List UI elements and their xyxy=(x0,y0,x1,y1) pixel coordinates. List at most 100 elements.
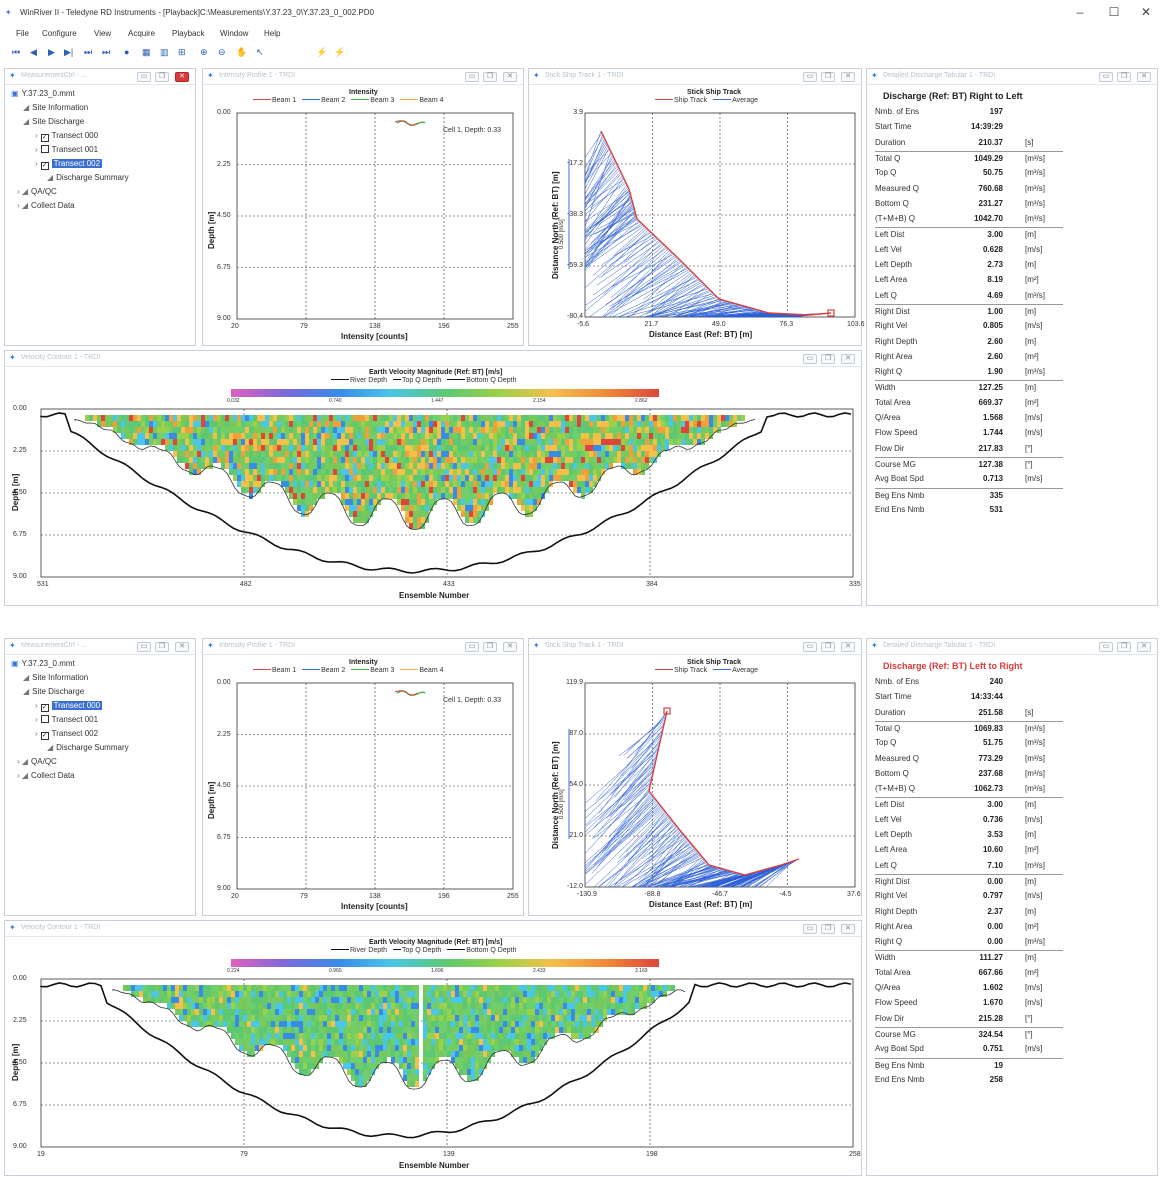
grid-icon[interactable]: ⊞ xyxy=(178,47,186,57)
panel-minimize-button[interactable]: ▭ xyxy=(1099,642,1113,652)
panel-minimize-button[interactable]: ▭ xyxy=(465,642,479,652)
expand-icon: › ◢ xyxy=(17,201,29,210)
tree-site-discharge[interactable]: ◢ Site Discharge xyxy=(23,117,84,126)
ship-track-plot[interactable] xyxy=(529,69,863,347)
beam-trace xyxy=(394,120,418,126)
panel-close-button[interactable]: ✕ xyxy=(841,924,855,934)
transect-checkbox[interactable] xyxy=(40,715,49,723)
x-tick-label: -4.5 xyxy=(779,891,792,898)
tree-transect-item[interactable]: › ✓ Transect 002 xyxy=(35,159,103,170)
panel-restore-button[interactable]: ❐ xyxy=(821,72,835,82)
tree-site-information[interactable]: ◢ Site Information xyxy=(23,103,88,112)
panel-title: Velocity Contour 1 - TRDI xyxy=(21,924,101,931)
panel-close-button[interactable]: ✕ xyxy=(503,72,517,82)
menu-view[interactable]: View xyxy=(94,29,112,38)
zoom-out-icon[interactable]: ⊖ xyxy=(218,47,226,57)
tree-root[interactable]: ▣ Y.37.23_0.mmt xyxy=(11,659,75,668)
panel-minimize-button[interactable]: ▭ xyxy=(137,642,151,652)
tree-discharge-summary[interactable]: ◢ Discharge Summary xyxy=(47,173,129,182)
row-value: 231.27 xyxy=(978,198,1003,208)
panel-minimize-button[interactable]: ▭ xyxy=(137,72,151,82)
tree-transect-item[interactable]: › ✓ Transect 000 xyxy=(35,131,98,142)
tree-site-information[interactable]: ◢ Site Information xyxy=(23,673,88,682)
legend-line-icon xyxy=(713,669,732,670)
tree-site-information-label: Site Information xyxy=(32,673,89,682)
step-back-icon[interactable]: ◀ xyxy=(30,47,37,57)
transect-checkbox[interactable]: ✓ xyxy=(40,134,49,142)
transect-checkbox[interactable]: ✓ xyxy=(40,704,49,712)
tree-root[interactable]: ▣ Y.37.23_0.mmt xyxy=(11,89,75,98)
panel-minimize-button[interactable]: ▭ xyxy=(803,924,817,934)
panel-restore-button[interactable]: ❐ xyxy=(483,642,497,652)
panel-close-button[interactable]: ✕ xyxy=(503,642,517,652)
close-window-button[interactable]: ✕ xyxy=(1140,5,1152,19)
tree-discharge-summary[interactable]: ◢ Discharge Summary xyxy=(47,743,129,752)
tree-transect-item[interactable]: › Transect 001 xyxy=(35,145,98,154)
panel-minimize-button[interactable]: ▭ xyxy=(1099,72,1113,82)
last-ensemble-icon[interactable]: ⏭ xyxy=(102,47,111,57)
intensity-chart-title: Intensity xyxy=(349,659,378,666)
menu-help[interactable]: Help xyxy=(264,29,281,38)
velocity-contour-plot[interactable] xyxy=(5,351,863,607)
panel-close-button[interactable]: ✕ xyxy=(1137,642,1151,652)
row-label: End Ens Nmb xyxy=(875,504,925,514)
panel-restore-button[interactable]: ❐ xyxy=(155,72,169,82)
menu-playback[interactable]: Playback xyxy=(172,29,205,38)
tree-qaqc[interactable]: › ◢ QA/QC xyxy=(17,757,57,766)
chart-icon[interactable]: ▥ xyxy=(160,47,169,57)
tree-transect-item[interactable]: › ✓ Transect 002 xyxy=(35,729,98,740)
panel-close-button[interactable]: ✕ xyxy=(841,72,855,82)
row-label: Total Q xyxy=(875,153,901,163)
lightning-red-icon[interactable]: ⚡ xyxy=(334,47,346,57)
minimize-button[interactable]: – xyxy=(1076,5,1084,19)
pointer-icon[interactable]: ↖ xyxy=(256,47,264,57)
panel-restore-button[interactable]: ❐ xyxy=(483,72,497,82)
panel-close-button[interactable]: ✕ xyxy=(175,72,189,82)
transect-checkbox[interactable]: ✓ xyxy=(40,162,49,170)
panel-minimize-button[interactable]: ▭ xyxy=(803,354,817,364)
tree-collect-data[interactable]: › ◢ Collect Data xyxy=(17,771,75,780)
lightning-icon[interactable]: ⚡ xyxy=(316,47,328,57)
play-icon[interactable]: ▶ xyxy=(48,47,55,57)
panel-restore-button[interactable]: ❐ xyxy=(155,642,169,652)
river-depth-line xyxy=(40,412,852,574)
tree-transect-item[interactable]: › Transect 001 xyxy=(35,715,98,724)
velocity-contour-plot[interactable] xyxy=(5,921,863,1177)
tree-transect-item[interactable]: › ✓ Transect 000 xyxy=(35,701,103,712)
menu-acquire[interactable]: Acquire xyxy=(128,29,156,38)
intensity-plot[interactable] xyxy=(203,69,525,347)
step-forward-icon[interactable]: ▶| xyxy=(64,47,74,57)
menu-file[interactable]: File xyxy=(16,29,29,38)
tree-qaqc[interactable]: › ◢ QA/QC xyxy=(17,187,57,196)
panel-restore-button[interactable]: ❐ xyxy=(821,924,835,934)
panel-restore-button[interactable]: ❐ xyxy=(1117,72,1131,82)
panel-close-button[interactable]: ✕ xyxy=(841,354,855,364)
first-ensemble-icon[interactable]: ⏮ xyxy=(12,47,21,57)
table-row: Flow Speed 1.670 [m/s] xyxy=(875,996,1063,1011)
maximize-button[interactable]: ☐ xyxy=(1108,5,1120,19)
pan-icon[interactable]: ✋ xyxy=(236,47,248,57)
panel-restore-button[interactable]: ❐ xyxy=(821,354,835,364)
zoom-in-icon[interactable]: ⊕ xyxy=(200,47,208,57)
panel-minimize-button[interactable]: ▭ xyxy=(803,642,817,652)
tree-site-discharge[interactable]: ◢ Site Discharge xyxy=(23,687,84,696)
panel-close-button[interactable]: ✕ xyxy=(841,642,855,652)
marker-icon[interactable]: ● xyxy=(124,47,130,57)
tree-collect-data[interactable]: › ◢ Collect Data xyxy=(17,201,75,210)
intensity-plot[interactable] xyxy=(203,639,525,917)
menu-window[interactable]: Window xyxy=(220,29,249,38)
graph-icon[interactable]: ▦ xyxy=(142,47,151,57)
track-chart-title: Stick Ship Track xyxy=(687,89,742,96)
transect-checkbox[interactable] xyxy=(40,145,49,153)
menu-configure[interactable]: Configure xyxy=(42,29,77,38)
panel-restore-button[interactable]: ❐ xyxy=(1117,642,1131,652)
panel-close-button[interactable]: ✕ xyxy=(1137,72,1151,82)
panel-minimize-button[interactable]: ▭ xyxy=(803,72,817,82)
panel-restore-button[interactable]: ❐ xyxy=(821,642,835,652)
fast-forward-icon[interactable]: ⏭ xyxy=(84,47,93,57)
panel-minimize-button[interactable]: ▭ xyxy=(465,72,479,82)
intensity-x-axis-title: Intensity [counts] xyxy=(341,902,408,911)
ship-track-plot[interactable] xyxy=(529,639,863,917)
transect-checkbox[interactable]: ✓ xyxy=(40,732,49,740)
panel-close-button[interactable]: ✕ xyxy=(175,642,189,652)
